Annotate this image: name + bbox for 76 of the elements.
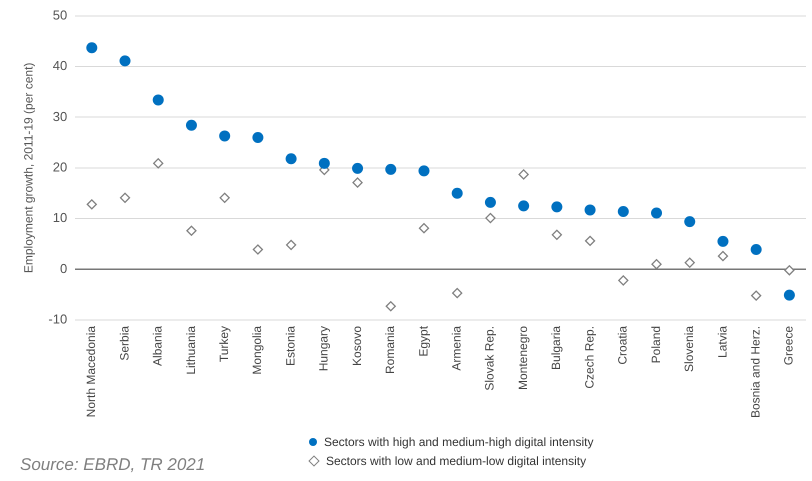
point [518,200,530,212]
y-axis-title: Employment growth, 2011-19 (per cent) [22,62,36,274]
source-note: Source: EBRD, TR 2021 [20,455,206,475]
x-tick-label: Armenia [450,326,464,371]
point [484,196,496,208]
y-tick-label: -10 [48,312,68,327]
y-tick-label: 50 [52,7,68,22]
point [152,94,164,106]
point [286,153,297,164]
point [186,226,197,236]
x-tick-label: Egypt [416,325,430,357]
x-tick-label: Mongolia [250,326,264,375]
point [552,230,562,240]
x-tick-label: Turkey [216,326,231,362]
point [518,169,529,180]
point [352,162,364,174]
x-tick-label: Czech Rep. [582,326,596,389]
point [220,192,230,203]
y-tick-label: 40 [52,58,68,74]
y-tick-label: 0 [60,260,68,276]
y-tick-label: 10 [52,210,68,226]
point [784,265,795,276]
y-tick-label: 30 [52,108,68,124]
x-tick-label: Hungary [316,326,331,372]
point [252,244,264,255]
x-tick-label: Serbia [117,326,132,361]
x-tick-label: Bosnia and Herz. [748,326,762,418]
x-tick-label: Latvia [715,326,730,358]
x-tick-label: Bulgaria [549,326,564,370]
x-tick-label: Montenegro [516,326,530,390]
point [318,158,330,169]
point [618,275,628,286]
x-tick-label: Slovenia [682,326,696,372]
x-tick-label: North Macedonia [84,326,98,418]
point [684,216,696,228]
x-tick-label: Romania [383,326,398,374]
point [120,55,131,66]
point [286,240,296,250]
point [718,250,728,262]
point [418,223,430,234]
point [153,158,164,168]
x-tick-label: Poland [648,326,663,364]
point [651,207,662,218]
x-tick-label: Kosovo [350,326,364,366]
point [186,120,197,131]
point [784,290,795,301]
point [684,258,695,268]
point [584,204,596,216]
point [651,259,662,270]
point [452,288,462,298]
x-tick-label: Greece [782,326,796,366]
x-tick-label: Lithuania [184,326,198,375]
point [751,290,762,301]
point [618,206,629,217]
point [385,164,396,175]
point [386,301,396,312]
point [551,201,562,212]
point [584,236,596,246]
point [452,188,463,199]
point [717,236,728,247]
point [485,212,496,224]
point [86,199,97,210]
point [352,177,363,188]
point [418,165,430,176]
point [86,42,98,54]
y-tick-label: 20 [52,159,68,174]
x-tick-label: Slovak Rep. [482,326,497,391]
x-tick-label: Croatia [616,326,630,365]
x-tick-label: Estonia [283,326,298,366]
point [750,244,762,255]
legend-label: Sectors with high and medium-high digital intensity [324,434,594,448]
point [120,192,130,203]
x-tick-label: Albania [150,326,165,366]
point [219,130,230,142]
point [252,132,264,143]
legend-label: Sectors with low and medium-low digital intensity [326,454,586,468]
